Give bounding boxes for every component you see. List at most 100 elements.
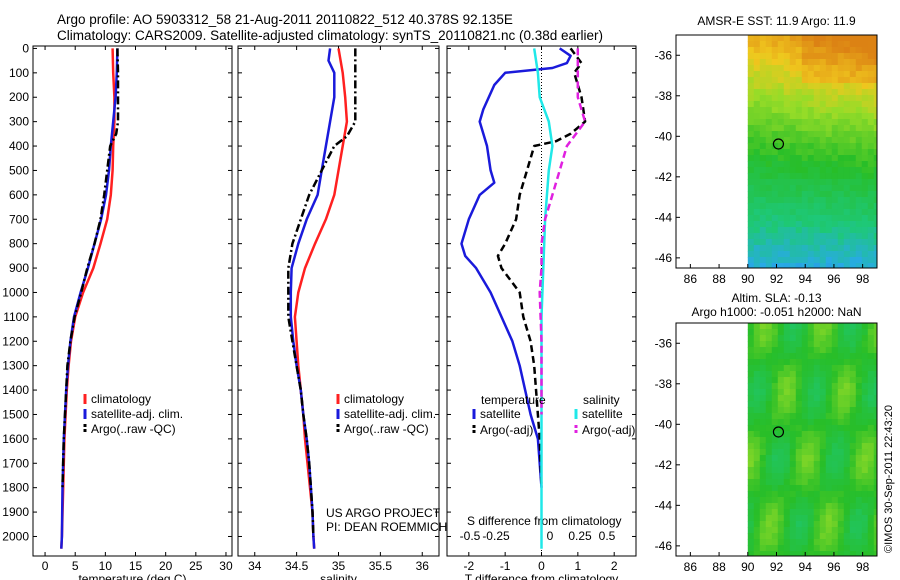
map-cell [801,251,809,258]
map-cell [873,263,877,268]
map-cell [849,251,857,258]
map-cell [861,251,869,258]
map-cell [849,389,857,396]
map-cell [825,257,833,264]
map-cell [867,341,875,348]
map-cell [861,257,869,264]
map-cell [807,329,815,336]
map-cell [855,215,863,222]
map-cell [855,413,863,420]
map-cell [867,185,875,192]
map-cell [855,35,863,42]
header-line-1: Argo profile: AO 5903312_58 21-Aug-2011 … [57,12,513,27]
map-cell [795,179,803,186]
map-cell [849,257,857,264]
x-tick-label: -2 [463,559,474,573]
map-cell [783,263,791,268]
map-cell [813,227,821,234]
map-cell [801,173,809,180]
map-cell [801,107,809,114]
map-cell [753,119,761,126]
map-cell [795,443,803,450]
map-cell [807,377,815,384]
map-cell [783,539,791,546]
map-cell [861,503,869,510]
map-cell [867,101,875,108]
map-cell [813,65,821,72]
map-cell [771,401,779,408]
map-cell [855,425,863,432]
map-cell [849,47,857,54]
map-cell [813,395,821,402]
map-cell [801,485,809,492]
map-cell [765,521,773,528]
map-cell [873,101,877,108]
map-cell [789,509,797,516]
map-cell [819,41,827,48]
map-cell [747,119,755,126]
map-cell [819,209,827,216]
map-cell [861,425,869,432]
map-cell [873,251,877,258]
map-cell [873,377,877,384]
map-cell [795,455,803,462]
map-cell [837,161,845,168]
map-cell [789,461,797,468]
map-cell [765,461,773,468]
map-cell [777,335,785,342]
map-cell [795,335,803,342]
map-cell [825,239,833,246]
map-cell [825,335,833,342]
map-cell [789,323,797,330]
map-cell [843,389,851,396]
map-cell [849,455,857,462]
map-cell [861,125,869,132]
map-cell [777,47,785,54]
map-cell [753,521,761,528]
map-cell [831,263,839,268]
map-cell [801,131,809,138]
map-cell [759,35,767,42]
map-cell [765,59,773,66]
map-cell [759,545,767,552]
map-cell [759,389,767,396]
map-cell [771,347,779,354]
map-cell [777,77,785,84]
map-cell [801,95,809,102]
map-cell [765,503,773,510]
map-cell [825,83,833,90]
x-tick-label: 1 [575,559,582,573]
map-cell [849,347,857,354]
map-cell [807,119,815,126]
map-cell [807,449,815,456]
map-cell [807,413,815,420]
map-cell [783,551,791,556]
map-cell [801,401,809,408]
map-cell [819,119,827,126]
map-cell [753,383,761,390]
y-tick-label: 2000 [2,529,29,543]
map-cell [867,371,875,378]
map-cell [831,173,839,180]
map-cell [753,233,761,240]
map-cell [807,155,815,162]
map-cell [837,227,845,234]
map-cell [771,395,779,402]
map-cell [819,479,827,486]
map-cell [843,245,851,252]
map-cell [837,71,845,78]
map-cell [867,77,875,84]
map-x-tick-label: 98 [856,272,870,286]
map-cell [861,35,869,42]
map-cell [819,347,827,354]
map-cell [831,191,839,198]
map-cell [843,383,851,390]
map-cell [771,443,779,450]
map-cell [873,239,877,246]
map-cell [789,335,797,342]
map-cell [759,233,767,240]
map-cell [825,539,833,546]
map-cell [747,107,755,114]
map-cell [807,527,815,534]
map-cell [789,53,797,60]
